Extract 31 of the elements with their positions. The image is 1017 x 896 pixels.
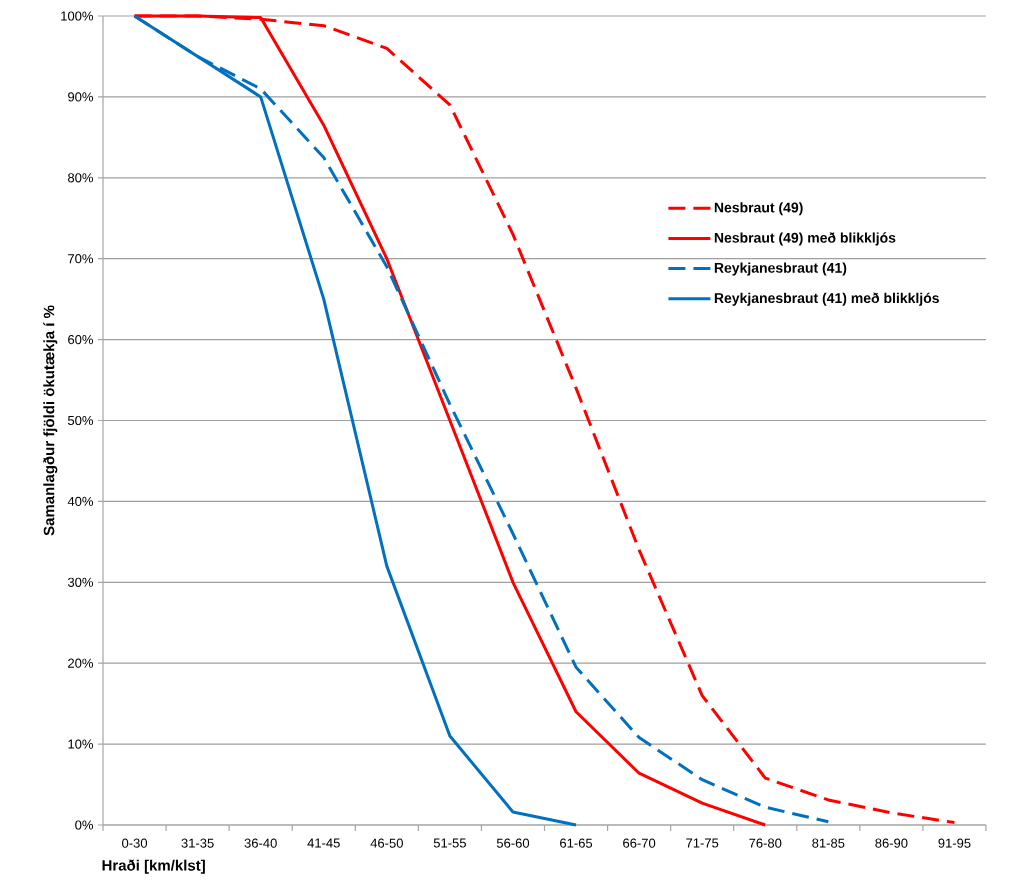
y-tick-label: 10% — [68, 739, 94, 749]
legend-label: Nesbraut (49) — [714, 202, 803, 216]
y-tick-label: 100% — [61, 11, 94, 21]
x-tick-label: 51-55 — [433, 838, 466, 848]
x-tick-label: 0-30 — [122, 838, 148, 848]
x-tick-label: 46-50 — [370, 838, 403, 848]
y-tick-label: 90% — [68, 92, 94, 102]
x-tick-label: 41-45 — [307, 838, 340, 848]
y-tick-label: 30% — [67, 577, 94, 587]
x-tick-label: 76-80 — [749, 838, 782, 848]
x-tick-label: 61-65 — [560, 838, 593, 848]
x-axis-title: Hraði [km/klst] — [102, 859, 205, 874]
y-tick-label: 80% — [68, 173, 94, 183]
x-tick-label: 81-85 — [812, 838, 845, 848]
y-tick-label: 50% — [67, 415, 94, 426]
x-tick-label: 31-35 — [181, 838, 214, 848]
y-tick-label: 20% — [68, 658, 94, 668]
y-tick-label: 60% — [68, 334, 94, 345]
legend-label: Nesbraut (49) með blikkljós — [714, 232, 896, 246]
y-tick-label: 40% — [67, 496, 94, 506]
x-tick-label: 86-90 — [875, 838, 908, 848]
x-tick-label: 36-40 — [244, 838, 277, 848]
y-tick-label: 0% — [75, 820, 94, 830]
x-tick-label: 66-70 — [623, 838, 656, 848]
x-tick-label: 56-60 — [496, 838, 530, 848]
x-tick-label: 91-95 — [938, 838, 971, 848]
legend-label: Reykjanesbraut (41) — [714, 262, 847, 276]
y-tick-label: 70% — [68, 254, 94, 264]
legend-label: Reykjanesbraut (41) með blikkljós — [714, 292, 939, 306]
y-axis-title: Samanlagður fjöldi ökutækja í % — [43, 305, 58, 536]
x-tick-label: 71-75 — [686, 838, 719, 848]
